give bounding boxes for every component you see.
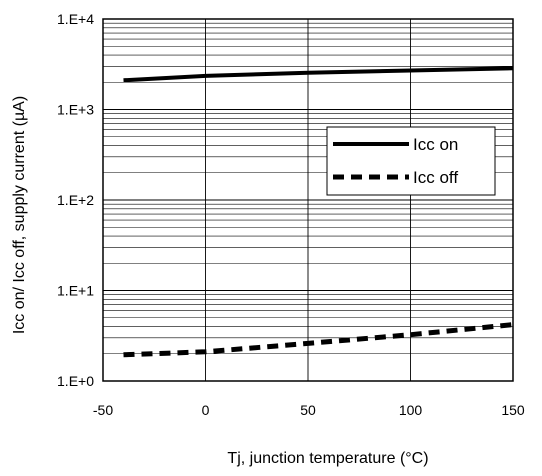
x-axis-label: Tj, junction temperature (°C) bbox=[227, 450, 428, 467]
x-tick-label: -50 bbox=[93, 402, 113, 418]
legend: Icc on Icc off bbox=[326, 126, 496, 196]
x-tick-label: 100 bbox=[399, 402, 423, 418]
y-axis-ticks: 1.E+0 1.E+1 1.E+2 1.E+3 1.E+4 bbox=[57, 11, 94, 389]
series-line-0 bbox=[123, 66, 514, 83]
legend-label-icc-on: Icc on bbox=[413, 135, 458, 154]
y-tick-label: 1.E+1 bbox=[57, 283, 94, 299]
y-tick-label: 1.E+4 bbox=[57, 11, 94, 27]
y-axis-label: Icc on/ Icc off, supply current (µA) bbox=[11, 96, 28, 334]
legend-label-icc-off: Icc off bbox=[413, 168, 458, 187]
legend-box bbox=[326, 126, 496, 196]
x-axis-ticks: -50 0 50 100 150 bbox=[93, 402, 525, 418]
series-line-1 bbox=[123, 322, 514, 358]
plot-frame bbox=[102, 18, 514, 382]
y-tick-label: 1.E+2 bbox=[57, 192, 94, 208]
x-tick-label: 50 bbox=[300, 402, 316, 418]
series-layer bbox=[123, 66, 514, 358]
y-tick-label: 1.E+0 bbox=[57, 373, 94, 389]
x-tick-label: 150 bbox=[501, 402, 525, 418]
y-tick-label: 1.E+3 bbox=[57, 102, 94, 118]
x-tick-label: 0 bbox=[202, 402, 210, 418]
